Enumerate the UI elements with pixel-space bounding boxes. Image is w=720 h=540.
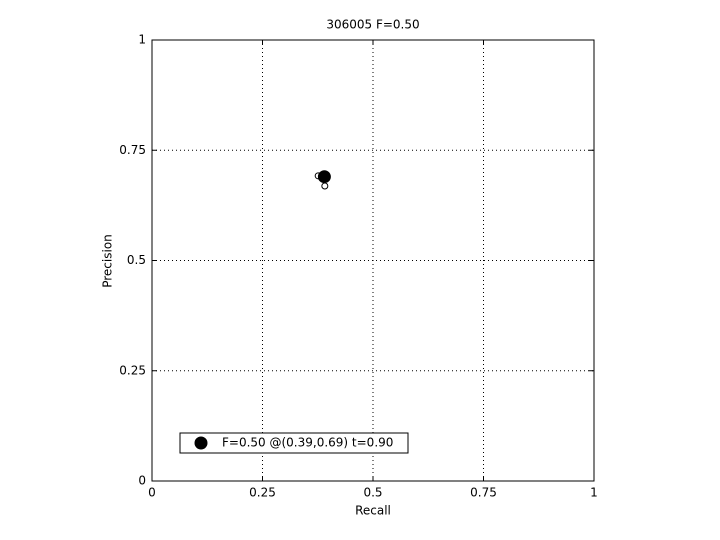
x-tick-label: 0.75	[470, 486, 497, 500]
y-tick-label: 0.75	[119, 143, 146, 157]
chart-title: 306005 F=0.50	[326, 18, 419, 32]
x-tick-label: 0.25	[249, 486, 276, 500]
y-tick-label: 0.25	[119, 363, 146, 377]
plot-frame	[151, 39, 595, 482]
y-axis-label: Precision	[101, 234, 115, 288]
x-tick-label: 1	[590, 486, 598, 500]
legend-marker	[194, 436, 208, 450]
x-tick-label: 0.5	[363, 486, 382, 500]
y-tick-label: 1	[138, 33, 146, 47]
y-tick-label: 0.5	[127, 253, 146, 267]
legend-label: F=0.50 @(0.39,0.69) t=0.90	[222, 436, 393, 450]
legend-box	[179, 432, 409, 454]
x-tick-label: 0	[148, 486, 156, 500]
x-axis-label: Recall	[355, 504, 391, 518]
point-filled	[317, 170, 331, 184]
y-tick-label: 0	[138, 474, 146, 488]
